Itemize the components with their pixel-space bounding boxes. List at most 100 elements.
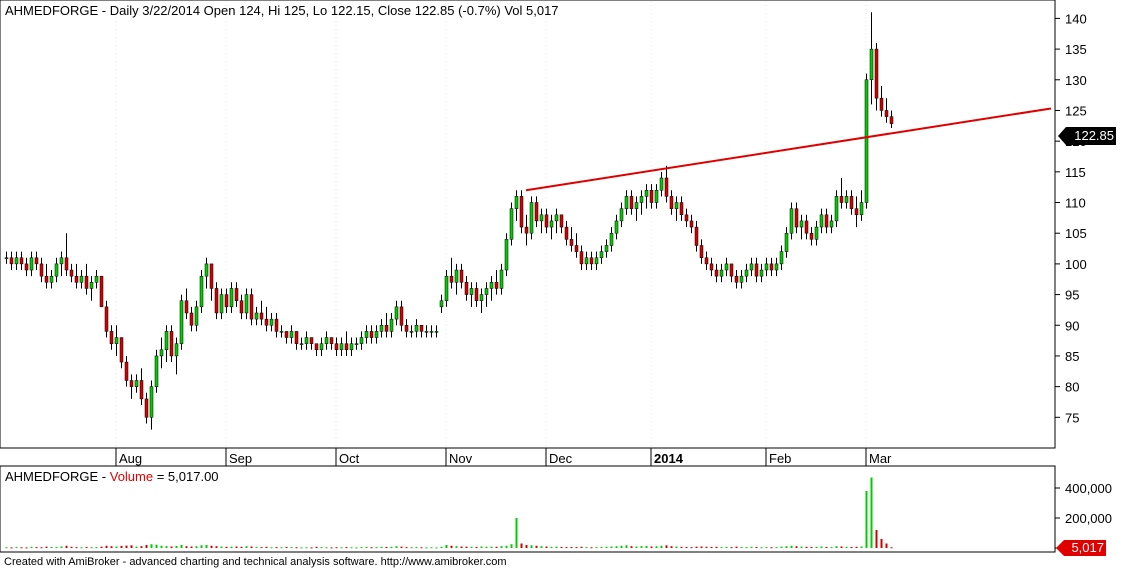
volume-bar: [835, 546, 838, 548]
volume-bar: [530, 545, 533, 548]
last-volume-marker: [1056, 540, 1106, 556]
volume-bar: [870, 477, 873, 548]
candle-body: [179, 300, 184, 344]
volume-bar: [490, 546, 493, 548]
candle-body: [199, 275, 204, 308]
volume-bar: [520, 543, 523, 548]
candle-body: [69, 269, 74, 277]
candle-body: [759, 269, 764, 277]
volume-bar: [610, 546, 613, 548]
volume-bar: [210, 545, 213, 548]
candle-body: [459, 269, 464, 283]
volume-bar: [765, 547, 768, 549]
volume-bar: [840, 546, 843, 548]
candle-body: [834, 196, 839, 222]
candle-body: [709, 263, 714, 271]
volume-bar: [730, 547, 733, 549]
trendline: [525, 107, 1052, 192]
volume-bar: [410, 547, 413, 549]
candle-body: [59, 257, 64, 265]
volume-bar: [235, 546, 238, 548]
chart-title: AHMEDFORGE - Daily 3/22/2014 Open 124, H…: [5, 3, 559, 18]
candle-body: [524, 226, 529, 234]
volume-bar: [800, 546, 803, 548]
volume-bar: [560, 546, 563, 548]
volume-bar: [190, 546, 193, 548]
time-tick-label: Dec: [549, 451, 573, 466]
candle-body: [464, 282, 469, 295]
volume-bar: [15, 547, 18, 549]
volume-bar: [350, 547, 353, 549]
candle-body: [779, 251, 784, 265]
candle-body: [749, 263, 754, 271]
volume-bar: [325, 547, 328, 549]
volume-bar: [240, 546, 243, 548]
candle-body: [339, 343, 344, 351]
volume-bar: [575, 547, 578, 549]
volume-bar: [605, 546, 608, 548]
volume-bar: [645, 545, 648, 548]
candle-body: [719, 269, 724, 277]
time-tick-label: Feb: [769, 451, 791, 466]
candle-body: [669, 196, 674, 209]
volume-bar: [310, 547, 313, 549]
volume-bar: [205, 545, 208, 548]
volume-bar: [685, 546, 688, 548]
volume-bar: [875, 530, 878, 548]
candle-body: [334, 343, 339, 351]
volume-bar: [650, 546, 653, 548]
candle-body: [679, 202, 684, 216]
volume-tick-label: 400,000: [1065, 481, 1112, 496]
volume-bar: [445, 545, 448, 548]
candle-body: [754, 263, 759, 277]
candle-body: [594, 257, 599, 265]
volume-bar: [135, 546, 138, 548]
volume-bar: [250, 546, 253, 548]
candle-body: [394, 306, 399, 320]
volume-bar: [760, 547, 763, 549]
volume-indicator-label: Volume: [109, 469, 154, 484]
volume-bar: [45, 546, 48, 548]
volume-bar: [80, 547, 83, 549]
candle-body: [79, 275, 84, 283]
candle-body: [554, 214, 559, 222]
volume-bar: [465, 546, 468, 548]
volume-bar: [750, 546, 753, 548]
candle-body: [129, 380, 134, 387]
candle-body: [649, 189, 654, 203]
volume-bar: [470, 546, 473, 548]
volume-bar: [535, 545, 538, 548]
candle-body: [139, 380, 144, 400]
candle-body: [489, 282, 494, 289]
volume-bar: [280, 547, 283, 549]
candle-body: [774, 263, 779, 271]
candle-body: [424, 331, 429, 333]
volume-bar: [75, 547, 78, 549]
price-tick-label: 105: [1065, 226, 1087, 241]
candle-body: [859, 202, 864, 216]
candle-body: [429, 331, 434, 333]
volume-bar: [555, 546, 558, 548]
candle-body: [169, 331, 174, 357]
volume-bar: [380, 546, 383, 548]
candle-body: [214, 288, 219, 314]
candle-body: [239, 300, 244, 314]
volume-bar: [10, 547, 13, 549]
candle-body: [209, 263, 214, 289]
volume-bar: [415, 547, 418, 549]
volume-bar: [365, 546, 368, 548]
candle-body: [864, 79, 869, 203]
volume-bar: [395, 546, 398, 548]
volume-bar: [845, 546, 848, 548]
time-tick-label: 2014: [654, 451, 684, 466]
candle-body: [784, 232, 789, 252]
candle-body: [289, 331, 294, 338]
volume-bar: [705, 546, 708, 548]
candle-body: [44, 275, 49, 283]
candle-body: [154, 355, 159, 387]
volume-bar: [775, 547, 778, 549]
volume-pane-frame: [0, 465, 1056, 553]
volume-bar: [580, 546, 583, 548]
candle-body: [694, 226, 699, 246]
volume-bar: [735, 546, 738, 548]
